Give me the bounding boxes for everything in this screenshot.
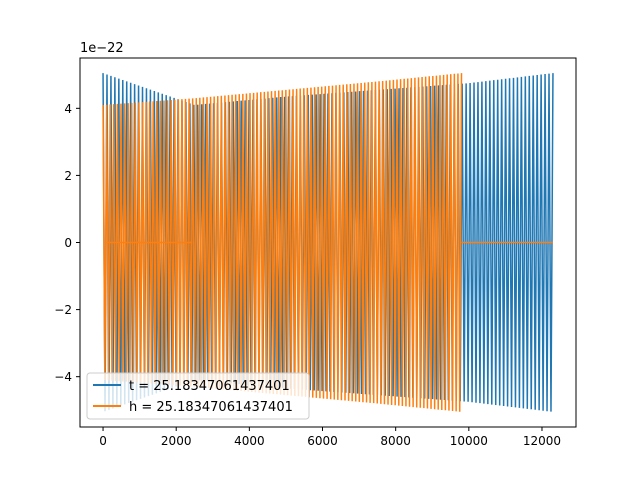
legend-label-0: t = 25.18347061437401: [129, 379, 290, 394]
series-line-1: [102, 73, 463, 412]
y-tick-label: 0: [64, 236, 72, 250]
x-tick-label: 6000: [307, 434, 338, 448]
x-tick-label: 12000: [523, 434, 561, 448]
y-tick-label: 4: [64, 102, 72, 116]
x-tick-label: 8000: [380, 434, 411, 448]
y-tick-label: −4: [54, 370, 72, 384]
legend-label-1: h = 25.18347061437401: [129, 400, 293, 415]
x-tick-label: 0: [99, 434, 107, 448]
x-tick-label: 2000: [161, 434, 192, 448]
x-tick-label: 10000: [450, 434, 488, 448]
series-layer: [102, 73, 554, 412]
series-line-0: [102, 73, 554, 412]
legend-box: [86, 372, 310, 420]
x-axis: 0 2000 4000 6000 8000 10000 12000: [99, 427, 561, 448]
legend: t = 25.18347061437401 h = 25.183470614374…: [86, 372, 310, 420]
y-tick-label: 2: [64, 169, 72, 183]
y-axis: −4 −2 0 2 4: [54, 102, 80, 384]
y-offset-label: 1e−22: [80, 41, 124, 56]
y-tick-label: −2: [54, 303, 72, 317]
x-tick-label: 4000: [234, 434, 265, 448]
